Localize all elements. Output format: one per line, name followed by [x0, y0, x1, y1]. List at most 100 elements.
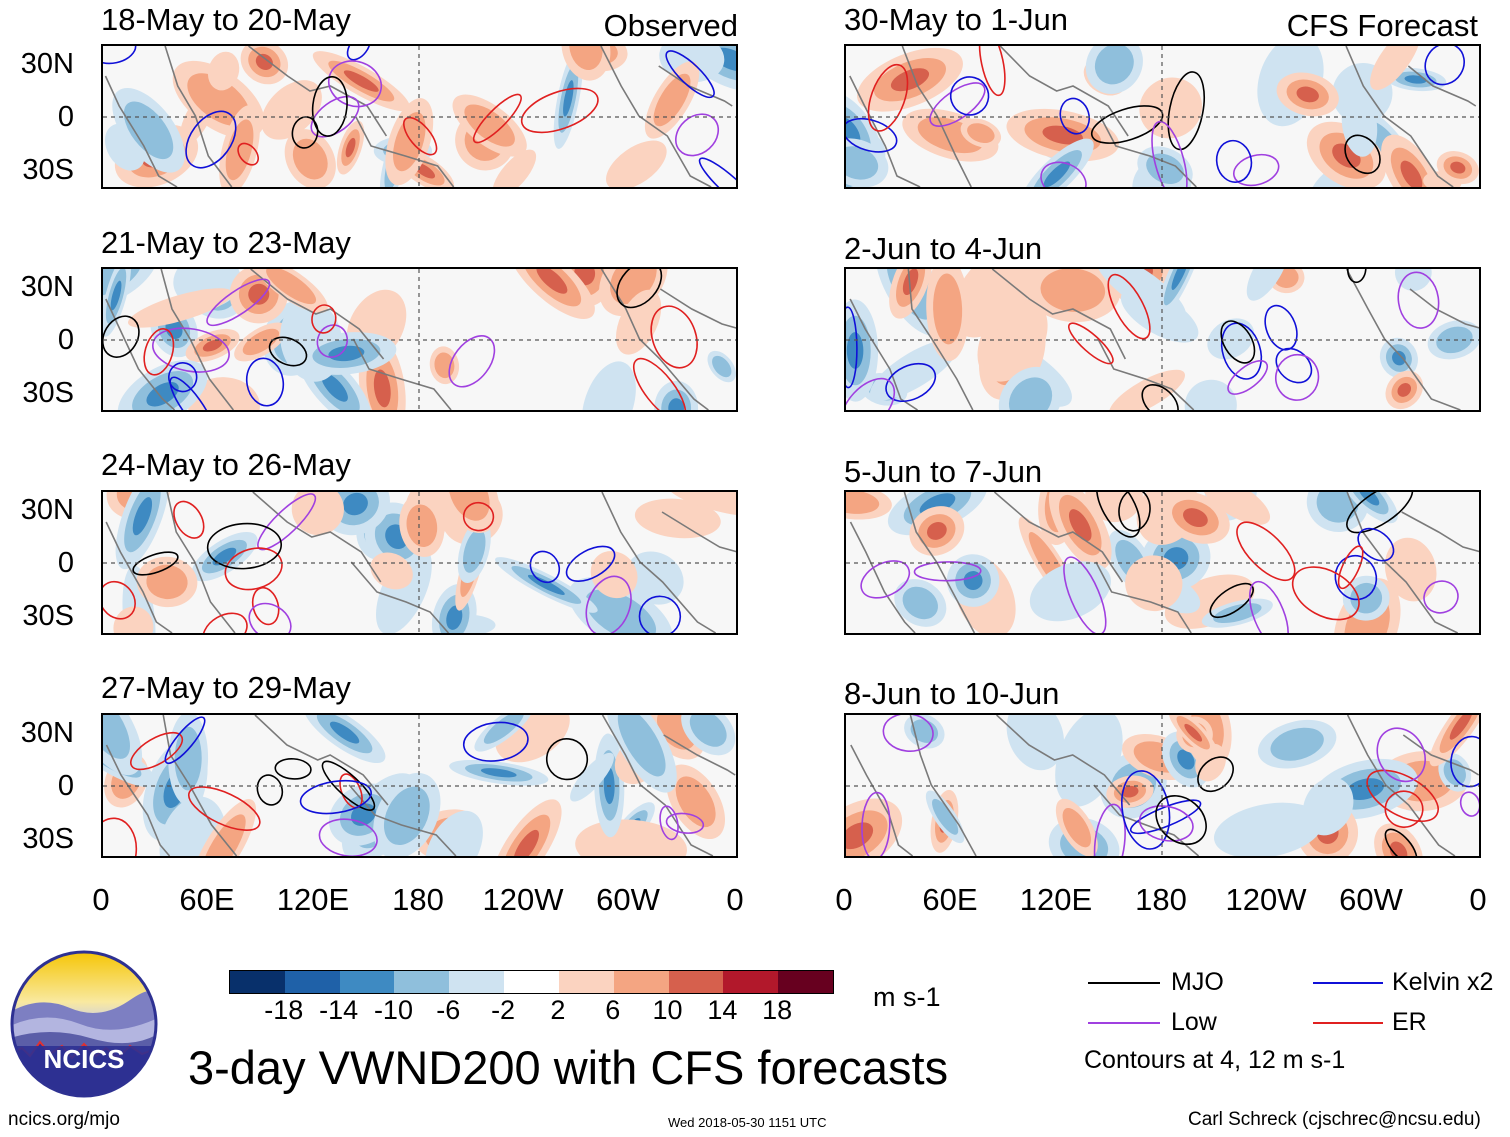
panel-title-obs-2: 21-May to 23-May [101, 225, 351, 260]
contour [1337, 545, 1364, 590]
contour [256, 774, 284, 806]
negative-anomaly [1392, 350, 1406, 366]
lat-label-row4-1: 0 [57, 770, 74, 802]
positive-anomaly [1062, 807, 1092, 848]
contour [1141, 384, 1179, 410]
contour [318, 818, 378, 856]
positive-anomaly [255, 53, 273, 70]
coastline [1401, 511, 1479, 553]
coastline [166, 492, 236, 633]
lat-label-row4-0: 30N [20, 717, 74, 749]
contour [665, 812, 705, 834]
coastline [658, 65, 733, 107]
positive-anomaly [666, 492, 736, 517]
ncics-logo-graphic: NCICS [10, 950, 158, 1098]
lat-label-row3-2: 30S [22, 600, 74, 632]
coastline [352, 338, 452, 410]
negative-anomaly [212, 547, 237, 566]
contour [346, 46, 371, 61]
lon-label-left-2: 120E [276, 882, 350, 917]
positive-anomaly [128, 288, 233, 328]
negative-anomaly [1207, 318, 1255, 360]
colorbar-cell [449, 971, 506, 993]
negative-anomaly [668, 398, 685, 410]
colorbar-cell [230, 971, 286, 993]
lon-label-right-6: 0 [1469, 882, 1487, 917]
map-graphic [846, 492, 1479, 633]
negative-anomaly [846, 146, 879, 180]
contour [188, 786, 261, 831]
coastline [600, 269, 709, 410]
coastline [663, 734, 736, 776]
contour [1274, 353, 1320, 401]
colorbar-tick-label: -10 [373, 995, 413, 1025]
panel-title-fc-4: 8-Jun to 10-Jun [844, 676, 1060, 711]
contour [846, 306, 858, 389]
coastline [907, 269, 974, 410]
negative-anomaly [1246, 269, 1289, 301]
positive-anomaly [634, 498, 721, 539]
negative-anomaly [463, 529, 486, 573]
negative-anomaly [932, 798, 959, 835]
contour [1227, 360, 1269, 395]
positive-anomaly [513, 829, 539, 856]
positive-anomaly [201, 814, 246, 856]
ncics-logo: NCICS [10, 950, 158, 1098]
contour [1063, 556, 1107, 633]
positive-anomaly [1201, 492, 1271, 525]
lon-label-right-0: 0 [835, 882, 853, 917]
coastline [1409, 288, 1479, 329]
negative-anomaly [103, 715, 131, 759]
contour [152, 327, 230, 373]
positive-anomaly [951, 269, 1036, 338]
contour [1118, 492, 1151, 532]
contour [860, 560, 911, 599]
observed-label: Observed [603, 8, 738, 43]
coastline [1345, 269, 1461, 410]
positive-anomaly [575, 819, 688, 856]
negative-anomaly [425, 810, 483, 856]
contour [403, 116, 438, 156]
contour [321, 760, 376, 811]
legend-line-mjo [1088, 982, 1160, 984]
positive-anomaly [1400, 160, 1423, 187]
coastline [600, 46, 712, 187]
coastline [849, 298, 919, 410]
contour [311, 304, 337, 334]
contour [882, 715, 934, 752]
contour [237, 142, 260, 166]
positive-anomaly [1397, 383, 1412, 397]
positive-anomaly [343, 70, 379, 92]
footer-timestamp: Wed 2018-05-30 1151 UTC [668, 1115, 827, 1130]
footer-url: ncics.org/mjo [8, 1109, 120, 1130]
logo-text: NCICS [44, 1044, 125, 1074]
contour [520, 87, 599, 134]
colorbar [229, 970, 834, 994]
lon-label-right-1: 60E [922, 882, 978, 917]
positive-anomaly [207, 51, 240, 91]
colorbar-cell [558, 971, 615, 993]
coastline [250, 269, 385, 360]
contour [316, 324, 349, 358]
map-graphic [103, 46, 736, 187]
contour [472, 93, 522, 144]
contour [462, 721, 529, 762]
contour [1397, 271, 1440, 329]
contour [1107, 273, 1151, 340]
negative-anomaly [132, 497, 153, 536]
contour [169, 376, 215, 410]
map-graphic [103, 492, 736, 633]
negative-anomaly [1346, 778, 1385, 801]
map-graphic [846, 269, 1479, 410]
negative-anomaly [480, 768, 517, 778]
positive-anomaly [967, 123, 995, 144]
coastline [104, 75, 178, 187]
negative-anomaly [446, 605, 463, 630]
positive-anomaly [653, 73, 691, 127]
positive-anomaly [536, 269, 568, 294]
contour [1095, 492, 1141, 538]
negative-anomaly [1177, 749, 1195, 770]
positive-anomaly [1042, 125, 1083, 145]
contour [949, 76, 990, 116]
contour [1384, 790, 1424, 828]
